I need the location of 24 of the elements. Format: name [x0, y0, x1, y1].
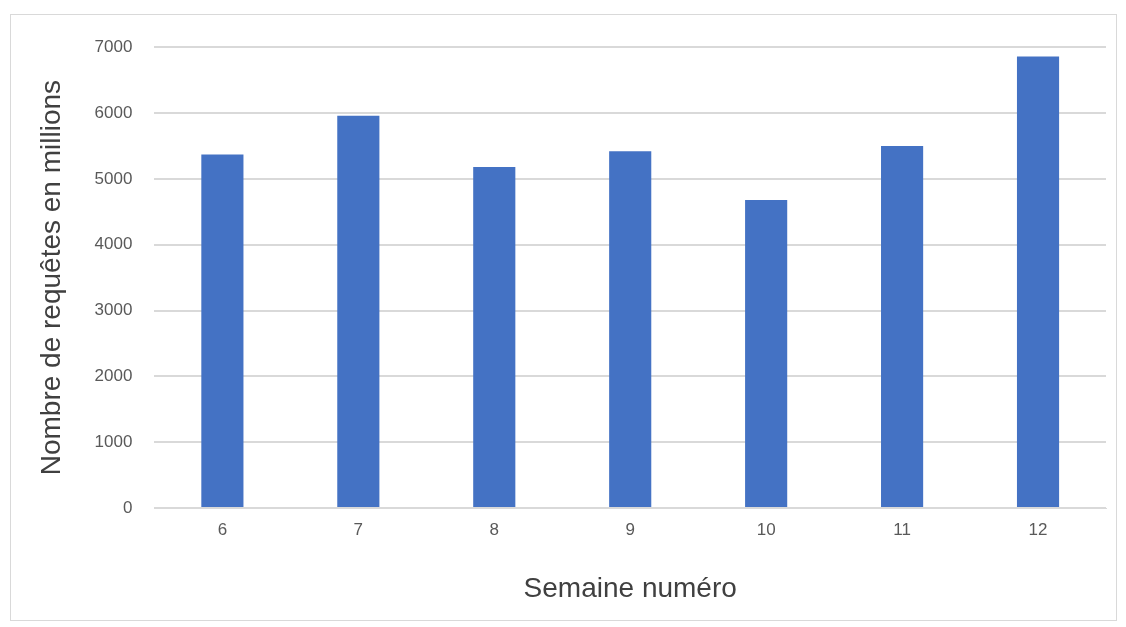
x-axis-title: Semaine numéro	[523, 571, 737, 603]
bar	[745, 199, 788, 507]
bar	[473, 167, 516, 507]
y-tick-label: 0	[122, 497, 133, 517]
y-axis-title: Nombre de requêtes en millions	[34, 79, 66, 476]
x-tick-label: 7	[353, 519, 364, 539]
y-tick-label: 3000	[94, 300, 133, 320]
y-tick-label: 1000	[94, 431, 133, 451]
bar	[609, 151, 652, 507]
bar	[881, 145, 924, 507]
x-tick-label: 6	[217, 519, 228, 539]
x-tick-label: 12	[1028, 519, 1048, 539]
y-tick-label: 2000	[94, 366, 133, 386]
bar	[201, 154, 244, 507]
y-tick-label: 6000	[94, 102, 133, 122]
y-tick-label: 4000	[94, 234, 133, 254]
x-tick-label: 8	[489, 519, 499, 539]
bar	[337, 115, 380, 507]
x-tick-label: 11	[893, 519, 911, 539]
y-tick-label: 7000	[94, 36, 133, 56]
bar	[1016, 56, 1060, 507]
x-tick-label: 10	[756, 519, 776, 539]
y-tick-label: 5000	[94, 168, 133, 188]
x-tick-label: 9	[625, 519, 635, 539]
